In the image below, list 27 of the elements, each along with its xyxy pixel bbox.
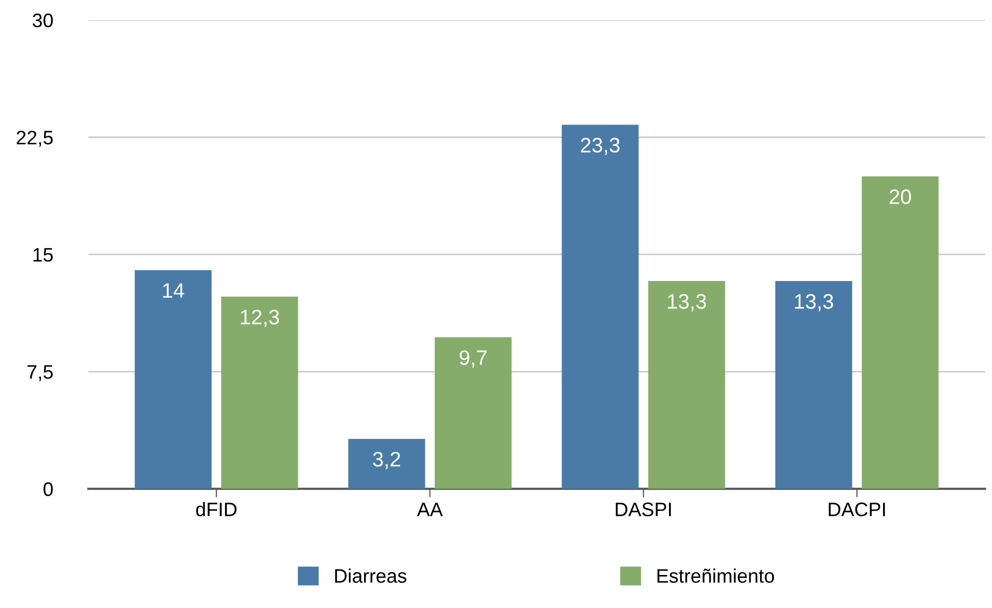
bar [648,281,726,489]
bar [562,124,639,489]
data-label: 14 [163,283,184,298]
y-tick-label: 30 [32,14,53,28]
bar [221,296,298,489]
y-tick-label: 7,5 [28,365,53,382]
data-label: 9,7 [460,350,487,368]
data-label: 3,2 [372,452,400,470]
y-tick-label: 22,5 [16,130,53,147]
x-tick-label: AA [416,502,443,516]
bar [434,337,512,489]
bar [348,438,426,489]
legend-label: Estreñimiento [658,568,774,583]
x-tick-label: DASPI [616,502,671,516]
data-label: 23,3 [580,138,620,156]
y-tick-label: 0 [44,482,53,496]
data-label: 13,3 [795,294,834,312]
bar [775,281,852,489]
x-tick-label: dFID [196,502,237,516]
legend-label: Diarreas [335,568,406,583]
y-tick-label: 15 [33,248,53,262]
data-label: 12,3 [240,310,279,327]
data-label: 20 [890,189,911,204]
bar [862,176,939,489]
data-label: 13,3 [668,294,706,312]
bar [134,270,212,489]
x-tick-label: DACPI [828,502,885,516]
